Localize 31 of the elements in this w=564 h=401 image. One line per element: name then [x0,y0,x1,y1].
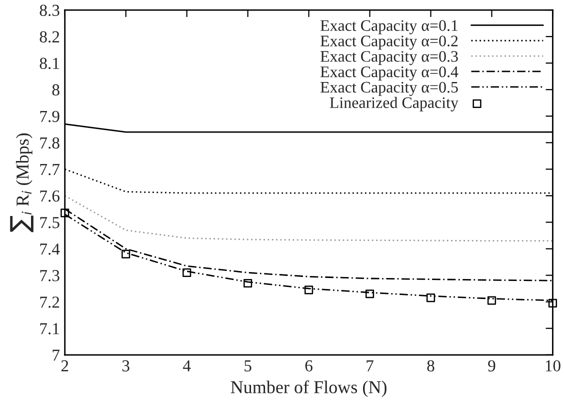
y-axis-title: ∑$_{i}$ R$_{i}$ (Mbps) [10,133,34,232]
y-tick-label: 8.3 [40,4,60,16]
y-tick-label: 7.4 [40,244,60,255]
y-tick-label: 8 [52,84,60,96]
legend-label: Exact Capacity α=0.3 [320,51,458,66]
y-tick-label: 7.7 [40,164,60,176]
legend-label: Exact Capacity α=0.4 [320,66,458,81]
y-tick-label: 8.1 [40,58,59,70]
y-tick-label: 7.8 [40,137,60,149]
y-tick-label: 7.3 [40,270,60,282]
y-tick-label: 7.9 [40,110,60,122]
x-tick-label: 4 [182,360,191,372]
x-tick-label: 10 [546,360,560,372]
x-tick-label: 3 [122,360,130,372]
x-tick-label: 8 [427,360,434,372]
y-tick-label: 7.2 [40,296,60,308]
x-tick-label: 9 [488,360,496,372]
legend-label: Exact Capacity α=0.2 [320,36,458,50]
y-tick-label: 7.6 [40,190,60,202]
legend-label: Exact Capacity α=0.5 [320,82,458,96]
x-tick-label: 7 [366,360,374,372]
legend-label: Linearized Capacity [330,96,458,112]
y-tick-label: 7.1 [40,323,59,334]
x-tick-label: 5 [244,360,252,372]
legend-label: Exact Capacity α=0.1 [320,20,458,34]
x-tick-label: 2 [61,360,68,372]
x-axis-title: Number of Flows (N) [230,380,386,397]
y-tick-label: 8.2 [40,31,60,43]
y-tick-label: 7.5 [40,217,60,228]
x-tick-label: 6 [305,360,312,372]
y-tick-label: 7 [52,350,60,361]
